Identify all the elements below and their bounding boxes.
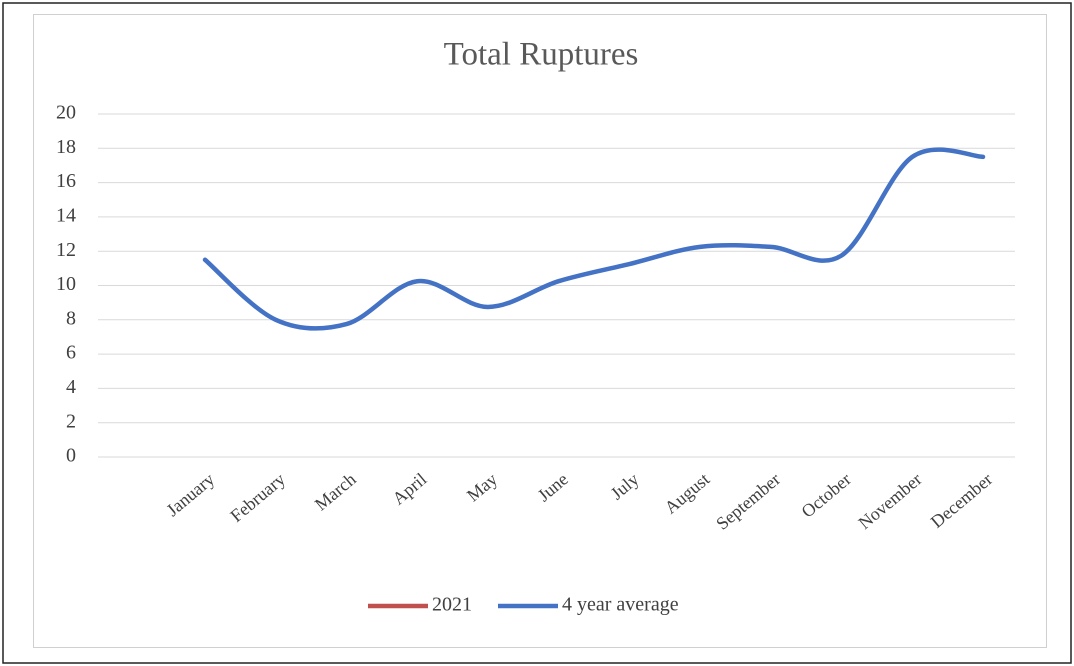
legend-label: 2021 xyxy=(432,594,472,616)
y-tick-label: 10 xyxy=(56,273,76,295)
legend-label: 4 year average xyxy=(562,594,679,616)
y-tick-label: 12 xyxy=(56,239,76,261)
y-tick-label: 18 xyxy=(56,136,76,158)
chart-area xyxy=(33,14,1047,648)
y-tick-label: 0 xyxy=(66,445,76,467)
line xyxy=(202,147,986,331)
y-tick-label: 2 xyxy=(66,410,76,432)
y-tick-label: 16 xyxy=(56,170,76,192)
y-tick-label: 6 xyxy=(66,342,76,364)
y-tick-label: 8 xyxy=(66,307,76,329)
chart-title: Total Ruptures xyxy=(444,37,639,73)
y-tick-label: 14 xyxy=(56,204,76,226)
y-tick-label: 4 xyxy=(66,376,76,398)
y-tick-label: 20 xyxy=(56,102,76,124)
